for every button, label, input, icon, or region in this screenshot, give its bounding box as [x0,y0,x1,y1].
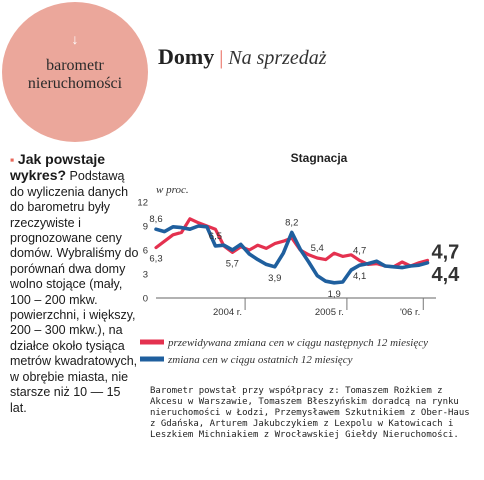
explanation-text: ▪ Jak powstaje wykres? Podstawą do wylic… [10,151,140,416]
x-tick-label-1: 2005 r. [315,307,344,318]
legend-label-1: zmiana cen w ciągu ostatnich 12 miesięcy [167,354,353,366]
end-labels: 4,74,4 [432,241,461,285]
data-label-7: 5,4 [311,243,324,254]
data-label-5: 8,2 [285,217,298,228]
explanation-body: Podstawą do wyliczenia danych do baromet… [10,169,139,415]
y-tick-label-3: 3 [143,270,148,281]
section-header: Domy | Na sprzedaż [158,44,327,70]
actual-series-line [154,224,430,285]
badge-title-line2: nieruchomości [27,75,123,92]
data-label-3: 5,7 [226,258,239,269]
barometr-badge: ↓ barometr nieruchomości [2,2,148,142]
data-label-0: 6,3 [149,254,162,265]
badge-title-line1: barometr [46,57,104,74]
y-tick-label-12: 12 [137,198,148,209]
header-main-title: Domy [158,44,215,69]
bullet-icon: ▪ [10,153,15,167]
header-separator: | [219,47,224,69]
credits-text: Barometr powstał przy współpracy z: Toma… [150,386,470,440]
x-tick-label-2: '06 r. [400,307,420,318]
data-label-8: 4,7 [353,245,366,256]
header-subtitle: Na sprzedaż [228,47,327,69]
y-tick-label-6: 6 [143,246,148,257]
explanation-heading: Jak powstaje wykres? [10,151,106,184]
data-labels: 6,3 8,6 6,5 5,7 3,9 8,2 1,9 5,4 4,7 4,1 [149,214,366,300]
y-tick-label-0: 0 [143,294,148,305]
data-label-2: 6,5 [209,231,222,242]
chart-title: Stagnacja [291,151,348,165]
legend-label-0: przewidywana zmiana cen w ciągu następny… [167,337,428,349]
x-tick-label-0: 2004 r. [213,307,242,318]
badge-title: barometr nieruchomości [2,57,148,93]
x-axis-ticks: 2004 r. 2005 r. '06 r. [213,298,424,318]
legend: przewidywana zmiana cen w ciągu następny… [140,337,428,366]
data-label-4: 3,9 [268,273,281,284]
series-lines [154,217,430,285]
end-label-1: 4,4 [432,264,461,286]
y-axis-unit-label: w proc. [156,184,189,196]
data-label-6: 1,9 [328,289,341,300]
data-label-9: 4,1 [353,271,366,282]
y-tick-label-9: 9 [143,222,148,233]
end-label-0: 4,7 [432,241,460,263]
y-axis-ticks: 0 3 6 9 12 [137,198,148,305]
arrow-down-icon: ↓ [71,31,79,47]
data-label-1: 8,6 [149,214,162,225]
